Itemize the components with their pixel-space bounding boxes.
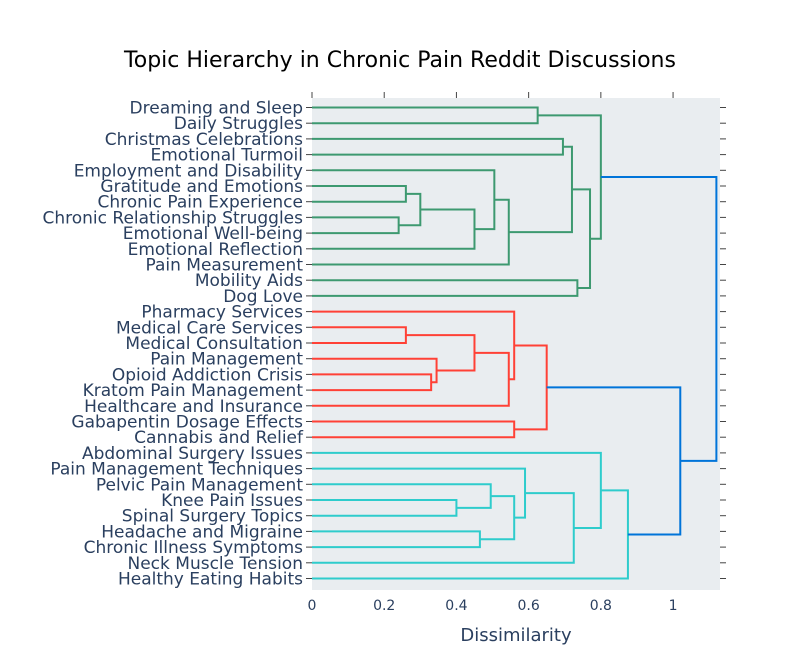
dendrogram-link-2 (312, 185, 407, 203)
x-tick-label: 0.8 (590, 598, 612, 614)
x-axis-ticks: 0 0.2 0.4 0.6 0.8 1 (308, 92, 678, 614)
leaf-label: Emotional Well-being (123, 224, 303, 244)
dendrogram-link-19 (514, 344, 548, 431)
dendrogram-link-1 (312, 137, 564, 156)
leaf-label: Daily Struggles (174, 114, 303, 134)
leaf-label: Dog Love (223, 287, 303, 307)
dendrogram-link-13 (312, 373, 433, 392)
leaf-label: Medical Consultation (125, 334, 303, 354)
x-tick-label: 0.2 (373, 598, 395, 614)
leaf-label: Medical Care Services (116, 318, 303, 338)
leaf-label: Pain Management Techniques (50, 460, 303, 480)
leaf-label: Chronic Pain Experience (97, 193, 303, 213)
leaf-label: Knee Pain Issues (161, 491, 303, 511)
leaf-label: Kratom Pain Management (83, 381, 304, 401)
leaf-label: Employment and Disability (74, 161, 303, 181)
dendrogram-link-14 (312, 357, 438, 384)
leaf-label: Headache and Migraine (101, 522, 303, 542)
x-tick-label: 0.6 (518, 598, 540, 614)
leaf-label: Pain Measurement (145, 256, 303, 276)
leaf-label: Gratitude and Emotions (100, 177, 303, 197)
dendrogram-link-6 (312, 169, 496, 231)
leaf-label: Christmas Celebrations (105, 130, 303, 150)
leaf-label: Gabapentin Dosage Effects (71, 413, 303, 433)
x-axis-title: Dissimilarity (460, 625, 572, 646)
leaf-label: Cannabis and Relief (134, 428, 304, 448)
leaf-label: Opioid Addiction Crisis (112, 365, 303, 385)
dendrogram-link-12 (312, 326, 407, 344)
leaf-label: Pelvic Pain Management (96, 475, 303, 495)
leaf-label: Emotional Turmoil (151, 146, 304, 166)
leaf-label: Chronic Relationship Struggles (42, 208, 303, 228)
x-tick-label: 0 (308, 598, 317, 614)
dendrogram-link-28 (546, 386, 682, 536)
chart-title: Topic Hierarchy in Chronic Pain Reddit D… (123, 48, 676, 73)
leaf-label: Emotional Reflection (128, 240, 303, 260)
leaf-label: Healthy Eating Habits (118, 570, 303, 590)
leaf-label: Chronic Illness Symptoms (84, 538, 304, 558)
leaf-tick-marks (306, 107, 726, 579)
leaf-label: Spinal Surgery Topics (122, 507, 303, 527)
leaf-label: Abdominal Surgery Issues (82, 444, 303, 464)
leaf-label: Pain Management (150, 350, 303, 370)
leaf-label: Healthcare and Insurance (84, 397, 303, 417)
dendrogram-link-29 (600, 176, 718, 462)
leaf-label: Mobility Aids (195, 271, 303, 291)
x-tick-label: 0.4 (445, 598, 467, 614)
leaf-label: Pharmacy Services (141, 303, 303, 323)
dendrogram-links (312, 106, 718, 580)
leaf-label: Dreaming and Sleep (130, 99, 303, 119)
dendrogram-link-27 (312, 489, 629, 580)
leaf-label: Neck Muscle Tension (128, 554, 304, 574)
x-tick-label: 1 (669, 598, 678, 614)
